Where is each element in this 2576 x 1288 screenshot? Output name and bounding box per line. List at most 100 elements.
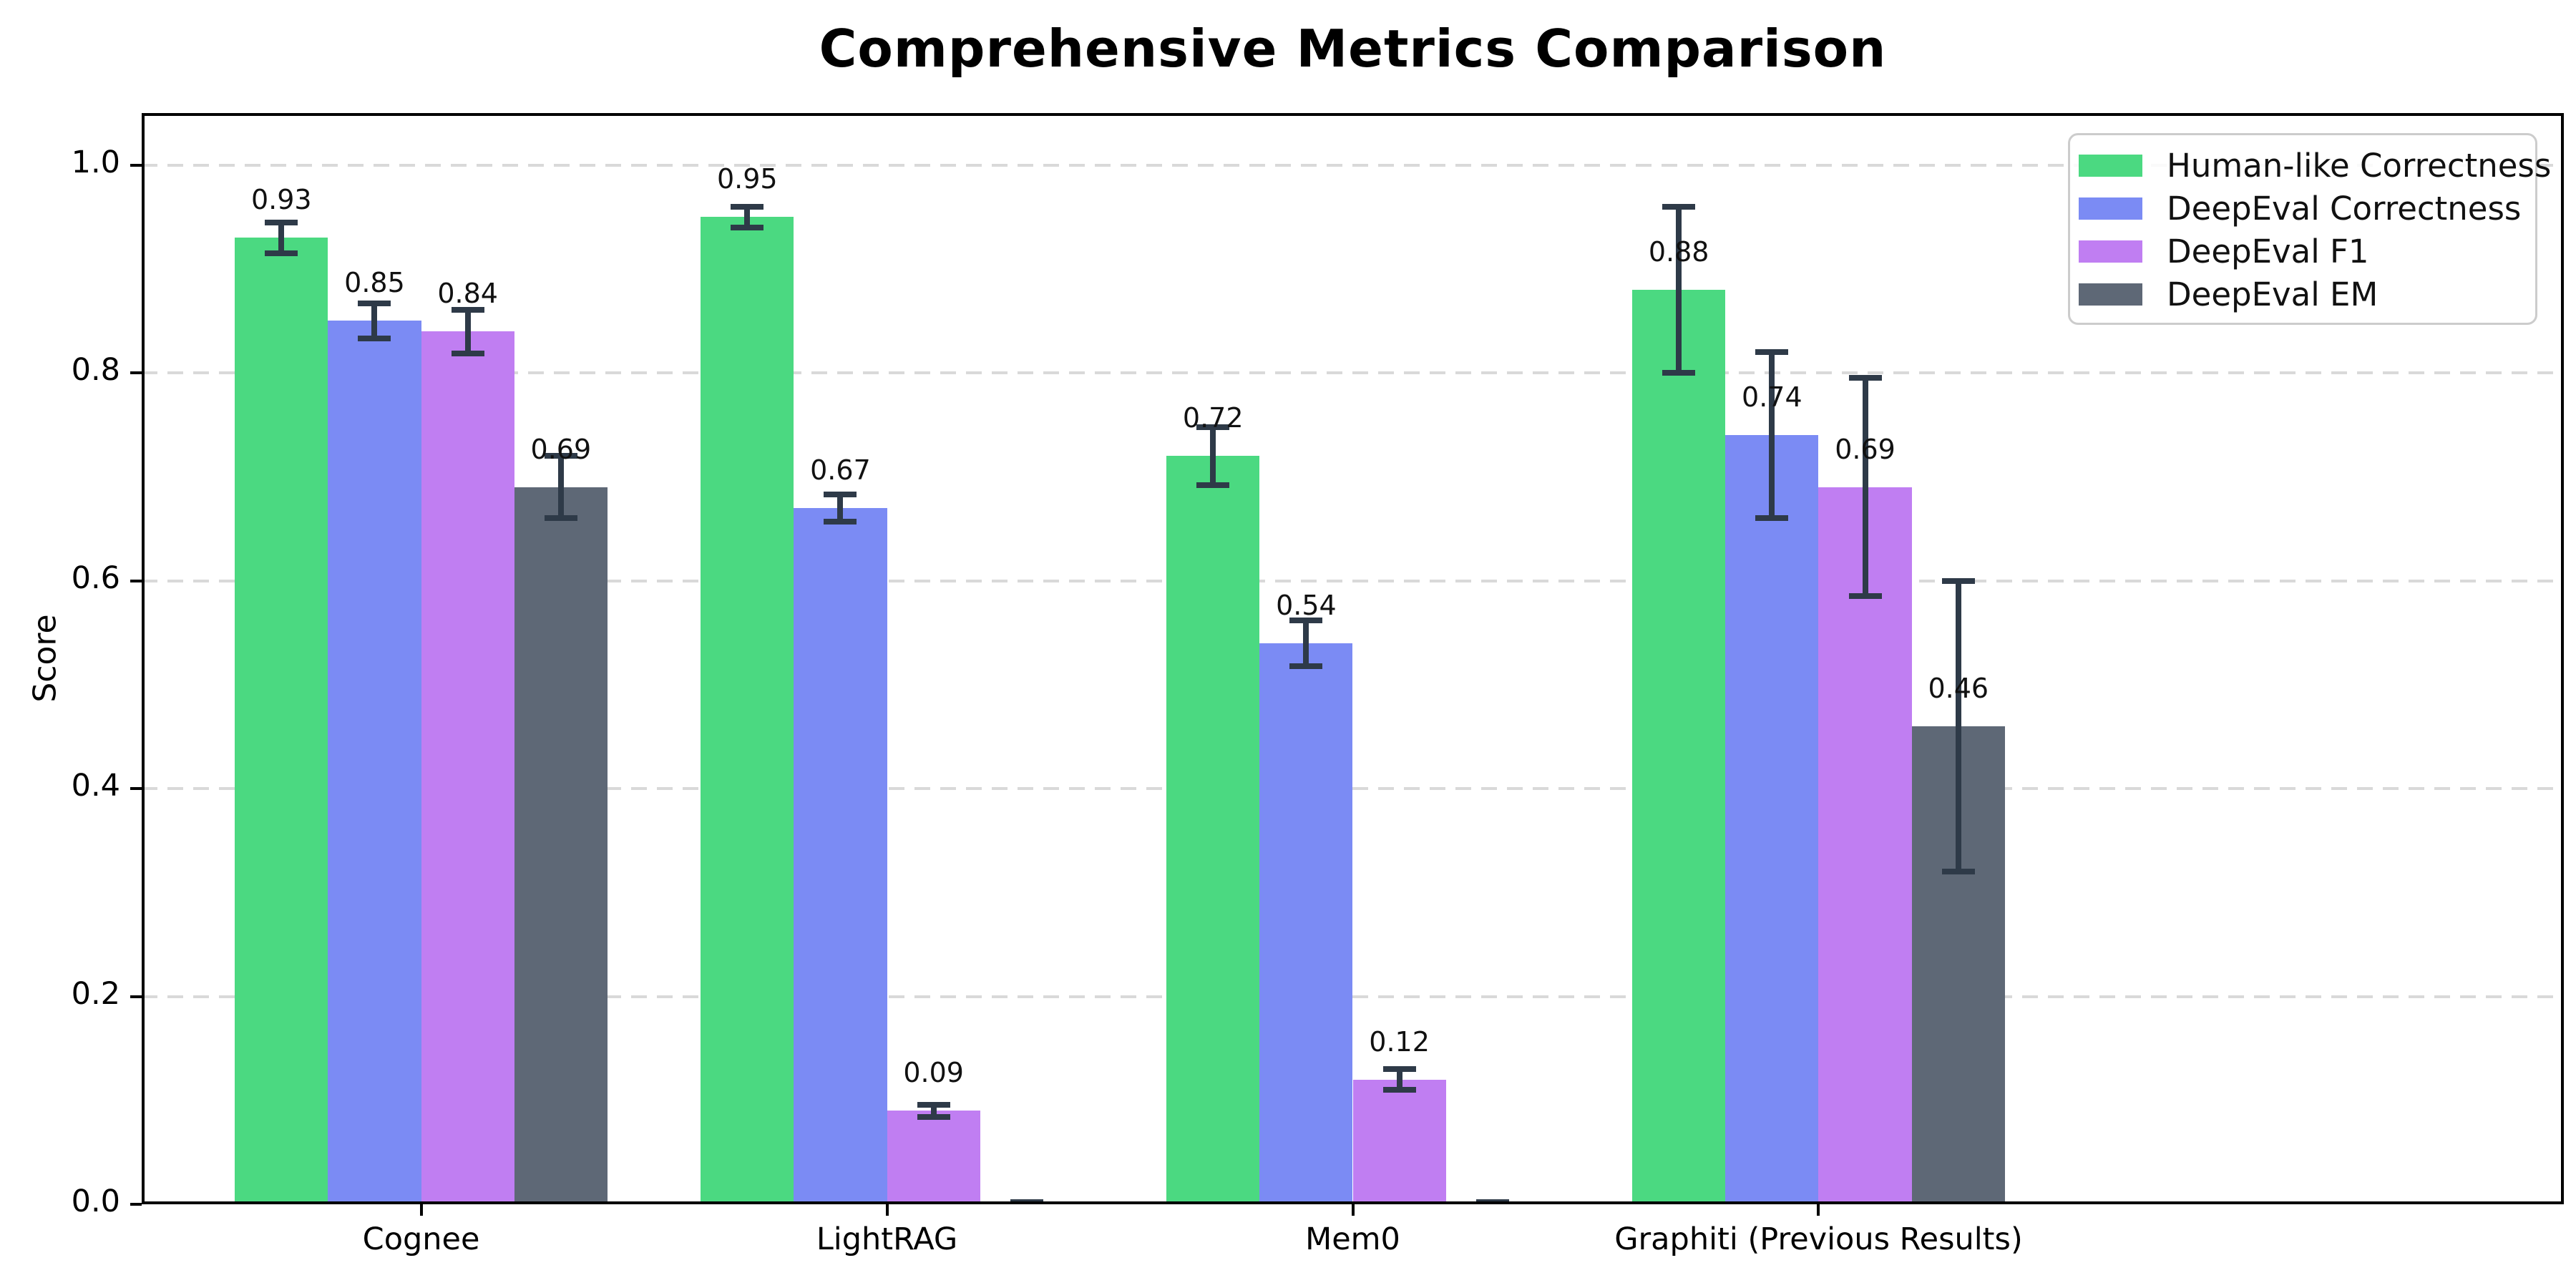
error-bar-cap-bottom — [544, 515, 577, 522]
bar — [1725, 435, 1819, 1204]
error-bar-cap-bottom — [451, 350, 484, 356]
error-bar-cap-bottom — [265, 250, 298, 257]
error-bar-cap-top — [1289, 617, 1323, 623]
y-tick-label: 0.0 — [71, 1184, 120, 1219]
error-bar — [278, 222, 285, 254]
error-bar-cap-bottom — [1755, 515, 1789, 522]
y-tick-label: 0.6 — [71, 560, 120, 596]
error-bar — [1676, 206, 1682, 374]
bar — [328, 321, 421, 1204]
error-bar-cap-top — [1755, 349, 1789, 356]
x-tick-mark — [885, 1204, 889, 1216]
bar — [514, 487, 608, 1204]
y-tick-mark — [130, 1203, 142, 1206]
bar — [794, 507, 887, 1204]
y-tick-label: 1.0 — [71, 144, 120, 180]
bar — [1259, 643, 1353, 1204]
legend-label: DeepEval F1 — [2167, 232, 2369, 270]
legend-row: Human-like Correctness — [2079, 144, 2551, 187]
bar-value-label: 0.09 — [903, 1057, 964, 1089]
bar-value-label: 0.85 — [344, 267, 405, 299]
error-bar — [1396, 1069, 1402, 1091]
error-bar-cap-top — [917, 1101, 950, 1108]
x-tick-label: Mem0 — [1305, 1221, 1400, 1257]
error-bar — [744, 206, 751, 228]
error-bar-cap-top — [1848, 375, 1882, 381]
error-bar-cap-top — [1382, 1066, 1416, 1073]
y-tick-label: 0.4 — [71, 768, 120, 804]
bar-value-label: 0.46 — [1928, 672, 1989, 704]
bar-value-label: 0.72 — [1182, 402, 1244, 434]
legend-swatch — [2079, 197, 2142, 220]
bar-value-label: 0.93 — [250, 184, 312, 216]
error-bar-cap-bottom — [1196, 482, 1230, 488]
x-tick-mark — [1351, 1204, 1355, 1216]
legend-swatch — [2079, 240, 2142, 263]
error-bar-cap-top — [544, 453, 577, 459]
error-bar-cap-bottom — [824, 518, 857, 525]
error-bar — [1303, 620, 1309, 666]
legend-label: Human-like Correctness — [2167, 146, 2552, 185]
gridline — [142, 163, 2564, 167]
gridline — [142, 995, 2564, 998]
bar-value-label: 0.69 — [530, 433, 592, 465]
error-bar-cap-bottom — [1941, 869, 1975, 875]
error-bar-cap-bottom — [1382, 1087, 1416, 1093]
x-tick-label: LightRAG — [816, 1221, 958, 1257]
error-bar-cap-bottom — [917, 1114, 950, 1120]
legend-swatch — [2079, 283, 2142, 306]
error-bar-cap-top — [1662, 203, 1696, 210]
y-tick-mark — [130, 579, 142, 582]
y-tick-label: 0.2 — [71, 975, 120, 1012]
bar-value-label: 0.88 — [1648, 235, 1709, 268]
y-axis-label: Score — [26, 614, 64, 703]
bar-value-label: 0.95 — [716, 163, 778, 195]
y-tick-mark — [130, 995, 142, 998]
bar-value-label: 0.69 — [1835, 433, 1896, 465]
bar — [235, 238, 328, 1204]
bar-value-label: 0.12 — [1369, 1025, 1430, 1058]
legend-label: DeepEval Correctness — [2167, 189, 2522, 228]
error-bar — [1769, 352, 1775, 519]
error-bar-cap-bottom — [1662, 370, 1696, 376]
bar — [1632, 289, 1726, 1204]
error-bar-cap-top — [451, 306, 484, 313]
legend-swatch — [2079, 154, 2142, 177]
bar-value-label: 0.84 — [437, 277, 498, 309]
bar — [701, 217, 794, 1204]
y-tick-mark — [130, 787, 142, 791]
error-bar — [930, 1104, 937, 1117]
error-bar-cap-top — [265, 219, 298, 225]
error-bar-cap-top — [358, 300, 391, 306]
error-bar-cap-top — [731, 203, 764, 210]
y-tick-mark — [130, 163, 142, 167]
gridline — [142, 371, 2564, 375]
error-bar — [371, 303, 378, 339]
error-bar-cap-bottom — [1289, 663, 1323, 669]
legend-label: DeepEval EM — [2167, 275, 2379, 313]
bar — [1166, 456, 1260, 1204]
bar-value-label: 0.54 — [1276, 589, 1337, 621]
y-tick-mark — [130, 371, 142, 375]
chart-title: Comprehensive Metrics Comparison — [819, 19, 1887, 79]
gridline — [142, 787, 2564, 791]
error-bar — [464, 309, 471, 353]
bar — [1818, 487, 1912, 1204]
error-bar-cap-top — [1196, 424, 1230, 430]
x-tick-label: Graphiti (Previous Results) — [1614, 1221, 2023, 1257]
bar-value-label: 0.67 — [810, 454, 871, 486]
legend-row: DeepEval F1 — [2079, 230, 2521, 273]
legend-row: DeepEval EM — [2079, 273, 2521, 316]
error-bar-cap-top — [1941, 577, 1975, 584]
bar — [421, 331, 514, 1204]
error-bar — [1210, 426, 1216, 485]
bar — [1352, 1079, 1446, 1204]
x-tick-label: Cognee — [362, 1221, 480, 1257]
legend: Human-like Correctness DeepEval Correctne… — [2068, 133, 2551, 325]
error-bar-cap-bottom — [358, 336, 391, 342]
error-bar — [557, 456, 564, 519]
error-bar — [837, 494, 844, 522]
x-tick-mark — [419, 1204, 423, 1216]
error-bar — [1955, 580, 1961, 872]
